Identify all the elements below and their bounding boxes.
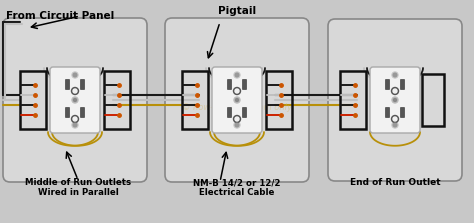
Circle shape (72, 72, 78, 78)
FancyBboxPatch shape (212, 67, 262, 133)
FancyBboxPatch shape (243, 107, 246, 118)
Circle shape (234, 87, 240, 95)
Circle shape (392, 122, 398, 128)
Circle shape (73, 117, 77, 121)
Circle shape (392, 116, 399, 122)
Circle shape (393, 89, 397, 93)
Circle shape (72, 122, 78, 128)
FancyBboxPatch shape (65, 80, 70, 89)
FancyBboxPatch shape (328, 19, 462, 181)
Circle shape (73, 73, 77, 77)
Circle shape (234, 97, 240, 103)
Circle shape (393, 99, 396, 101)
FancyBboxPatch shape (81, 107, 84, 118)
Bar (266, 71, 292, 129)
FancyBboxPatch shape (228, 107, 231, 118)
FancyBboxPatch shape (370, 67, 420, 133)
FancyBboxPatch shape (228, 80, 231, 89)
Text: NM-B 14/2 or 12/2
Electrical Cable: NM-B 14/2 or 12/2 Electrical Cable (193, 178, 281, 197)
Circle shape (234, 72, 240, 78)
Text: © how-to-wire-it.com only: © how-to-wire-it.com only (182, 103, 292, 112)
Bar (182, 71, 208, 129)
Circle shape (235, 73, 239, 77)
Circle shape (234, 122, 240, 128)
Circle shape (235, 117, 239, 121)
Circle shape (234, 116, 240, 122)
FancyBboxPatch shape (243, 80, 246, 89)
Circle shape (393, 73, 397, 77)
Text: Pigtail: Pigtail (218, 6, 256, 16)
FancyBboxPatch shape (385, 107, 390, 118)
FancyBboxPatch shape (385, 80, 390, 89)
Circle shape (392, 87, 399, 95)
Bar (20, 71, 46, 129)
Circle shape (73, 89, 77, 93)
FancyBboxPatch shape (81, 80, 84, 89)
Circle shape (72, 87, 79, 95)
Circle shape (72, 116, 79, 122)
Circle shape (73, 99, 76, 101)
Circle shape (393, 123, 397, 127)
Circle shape (392, 72, 398, 78)
Text: End of Run Outlet: End of Run Outlet (350, 178, 440, 187)
FancyBboxPatch shape (65, 107, 70, 118)
Bar (422, 74, 444, 126)
FancyBboxPatch shape (50, 67, 100, 133)
Text: Middle of Run Outlets
Wired in Parallel: Middle of Run Outlets Wired in Parallel (25, 178, 131, 197)
Bar (340, 71, 366, 129)
FancyBboxPatch shape (401, 107, 404, 118)
Circle shape (392, 97, 398, 103)
Circle shape (393, 117, 397, 121)
Bar (104, 71, 130, 129)
Circle shape (235, 89, 239, 93)
Circle shape (236, 99, 238, 101)
FancyBboxPatch shape (165, 18, 309, 182)
FancyBboxPatch shape (401, 80, 404, 89)
Circle shape (72, 97, 78, 103)
Circle shape (73, 123, 77, 127)
FancyBboxPatch shape (3, 18, 147, 182)
Circle shape (235, 123, 239, 127)
Text: From Circuit Panel: From Circuit Panel (6, 11, 114, 21)
